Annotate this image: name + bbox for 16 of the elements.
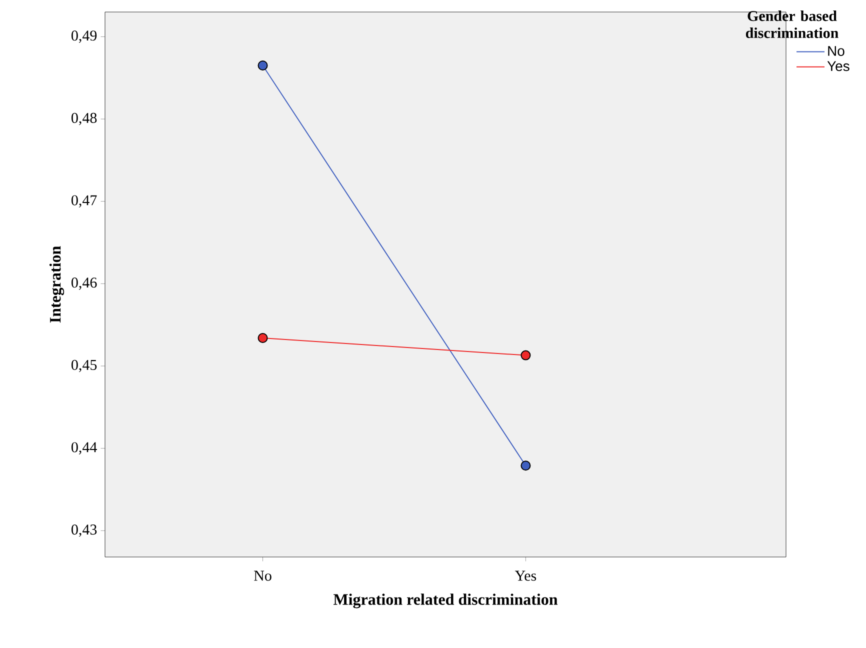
legend-title: Gender based discrimination: [746, 10, 838, 38]
point: [520, 350, 531, 360]
y-axis-title: Integration: [49, 246, 64, 323]
point: [258, 333, 268, 344]
y-tick-label: 0,47: [72, 195, 97, 208]
x-axis-title: Migration related discrimination: [333, 594, 558, 608]
y-tick-label: 0,43: [72, 524, 97, 537]
y-tick-label: 0,44: [72, 442, 97, 454]
y-tick-label: 0,49: [72, 30, 97, 43]
point: [258, 60, 268, 71]
point: [520, 460, 531, 471]
legend-label: No: [828, 46, 844, 56]
y-tick-label: 0,45: [72, 360, 97, 372]
y-tick-label: 0,46: [72, 278, 97, 290]
legend-label: Yes: [827, 61, 850, 72]
y-tick-label: 0,48: [72, 112, 97, 126]
